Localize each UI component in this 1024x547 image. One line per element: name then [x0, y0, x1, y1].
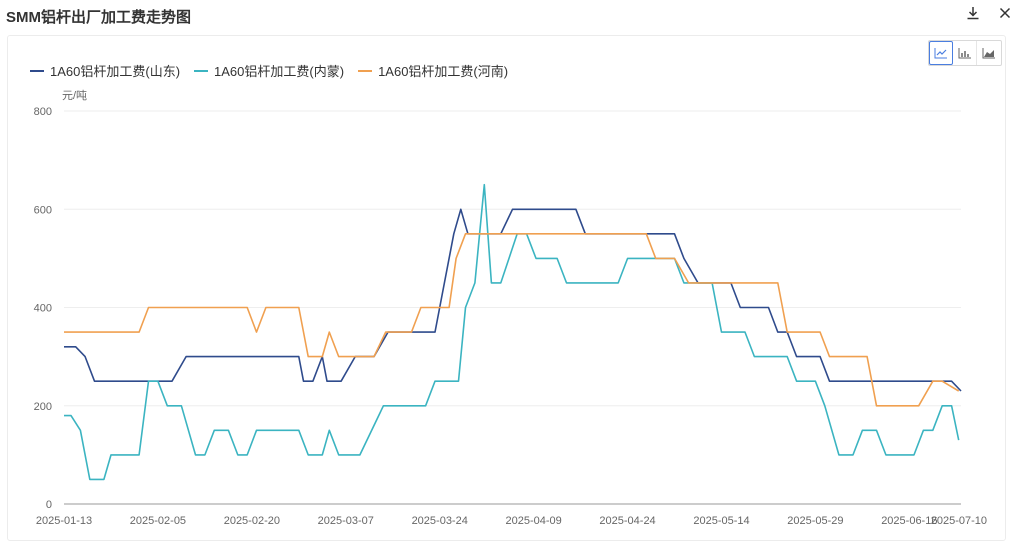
x-tick-label: 2025-05-14	[693, 515, 749, 527]
close-icon[interactable]	[996, 4, 1014, 22]
legend-swatch	[358, 69, 373, 72]
x-tick-label: 2025-06-16	[881, 515, 937, 527]
y-tick-label: 600	[34, 204, 52, 216]
x-tick-label: 2025-05-29	[787, 515, 843, 527]
legend-label: 1A60铝杆加工费(山东)	[50, 64, 181, 79]
y-tick-label: 400	[34, 303, 52, 315]
top-actions	[964, 4, 1014, 22]
y-tick-label: 0	[46, 499, 52, 511]
series-line-0	[64, 208, 962, 392]
legend: 1A60铝杆加工费(山东) 1A60铝杆加工费(内蒙) 1A60铝杆加工费(河南…	[30, 61, 508, 80]
legend-swatch	[194, 69, 209, 72]
y-axis-unit: 元/吨	[62, 90, 88, 102]
legend-swatch	[30, 69, 44, 72]
bar-chart-icon[interactable]	[953, 41, 977, 65]
x-tick-label: 2025-01-13	[36, 515, 92, 527]
x-tick-label: 2025-02-20	[224, 515, 280, 527]
y-tick-label: 800	[34, 106, 52, 118]
chart-type-switch	[928, 40, 1002, 66]
x-tick-label: 2025-03-07	[318, 515, 374, 527]
line-chart-icon[interactable]	[929, 41, 953, 65]
series-line-1	[64, 183, 960, 481]
x-tick-label: 2025-03-24	[412, 515, 468, 527]
x-tick-label: 2025-04-09	[505, 515, 561, 527]
chart-panel	[7, 35, 1006, 541]
x-tick-label: 2025-02-05	[130, 515, 186, 527]
series-line-2	[64, 233, 960, 407]
legend-label: 1A60铝杆加工费(内蒙)	[214, 64, 345, 79]
x-tick-label: 2025-07-10	[931, 515, 987, 527]
download-icon[interactable]	[964, 4, 982, 22]
legend-item-henan[interactable]: 1A60铝杆加工费(河南)	[358, 61, 508, 80]
legend-item-shandong[interactable]: 1A60铝杆加工费(山东)	[30, 61, 180, 80]
legend-label: 1A60铝杆加工费(河南)	[378, 64, 509, 79]
y-tick-label: 200	[34, 401, 52, 413]
page-title: SMM铝杆出厂加工费走势图	[6, 9, 191, 26]
x-tick-label: 2025-04-24	[599, 515, 655, 527]
legend-item-neimeng[interactable]: 1A60铝杆加工费(内蒙)	[194, 61, 344, 80]
area-chart-icon[interactable]	[977, 41, 1001, 65]
